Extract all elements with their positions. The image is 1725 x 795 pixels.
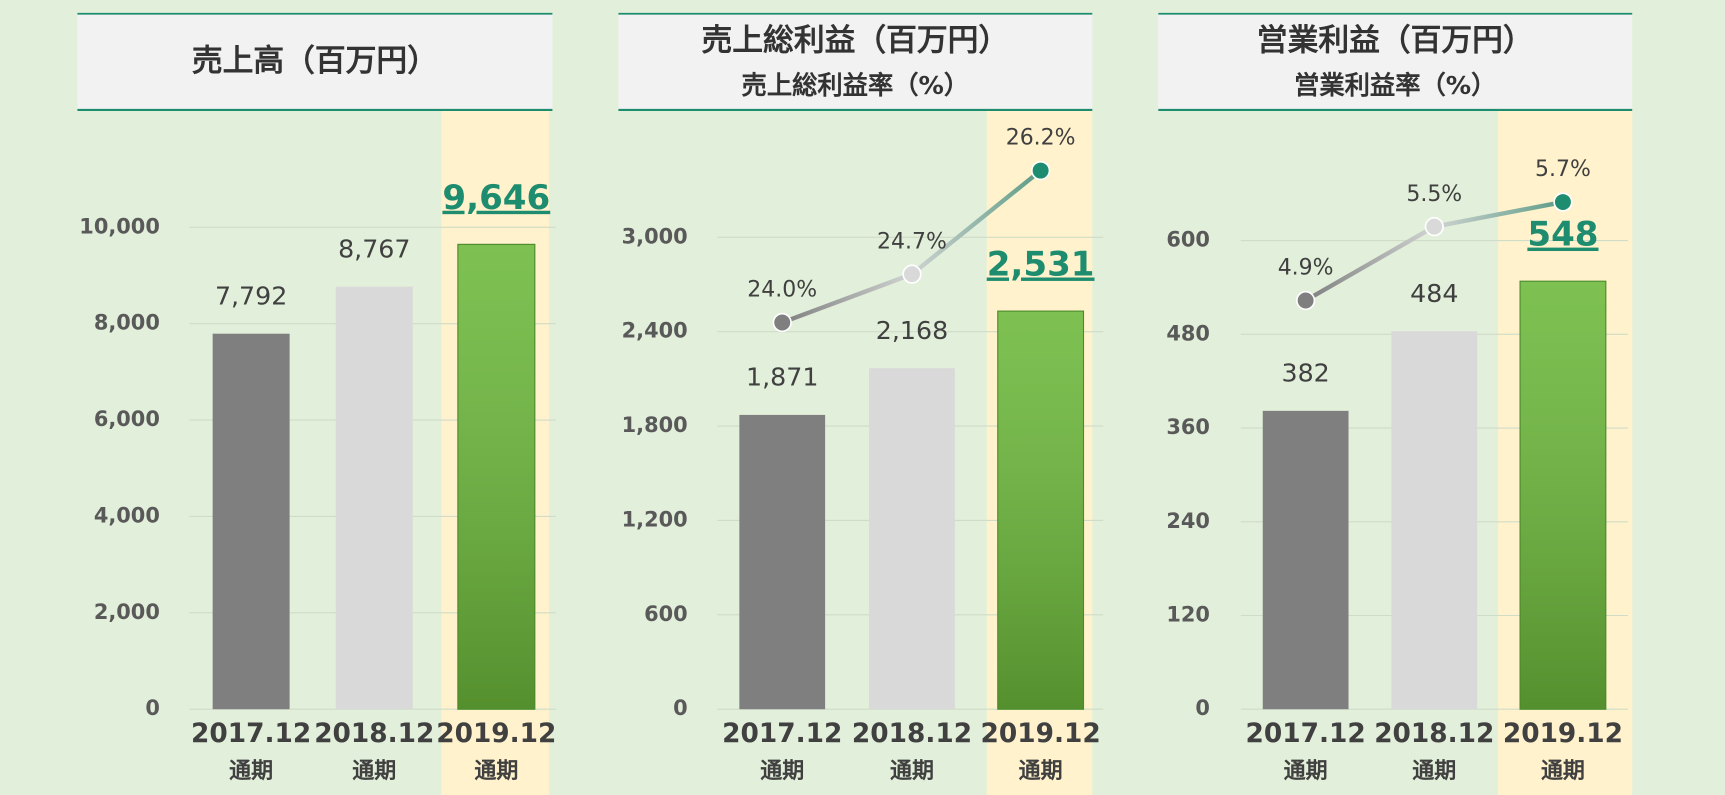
chart-subtitle: 営業利益率（%）: [1294, 71, 1496, 100]
line-point: [1296, 290, 1316, 311]
chart-subtitle: 売上総利益率（%）: [742, 71, 970, 100]
bar-value-label: 382: [1282, 359, 1330, 388]
y-tick-label: 0: [673, 696, 688, 720]
bar: [739, 414, 826, 710]
x-tick-label: 2018.12: [314, 719, 434, 749]
x-tick-label: 2018.12: [852, 719, 972, 749]
x-tick-sublabel: 通期: [474, 759, 518, 784]
line-point: [772, 312, 792, 333]
line-value-label: 5.7%: [1535, 157, 1591, 182]
x-tick-label: 2018.12: [1374, 719, 1494, 749]
line-point: [1031, 160, 1051, 181]
line-value-label: 5.5%: [1406, 182, 1462, 207]
x-tick-sublabel: 通期: [352, 759, 396, 784]
chart-panel: 売上総利益（百万円） 売上総利益率（%） 0 600 1,200 1,800 2,400 3,…: [618, 12, 1104, 795]
panel-header: [1158, 13, 1633, 110]
bar-value-label: 484: [1410, 279, 1458, 308]
y-tick-label: 120: [1166, 603, 1210, 627]
bar-value-label: 2,168: [876, 316, 948, 345]
y-tick-label: 2,000: [94, 600, 160, 624]
line-value-label: 26.2%: [1006, 126, 1076, 151]
y-tick-label: 2,400: [622, 319, 688, 343]
chart-panel: 営業利益（百万円） 営業利益率（%） 0 120 240 360 480 600 382 2017…: [1158, 12, 1633, 795]
x-tick-label: 2019.12: [1503, 719, 1623, 749]
bar-value-label: 1,871: [746, 363, 818, 392]
bar: [335, 286, 413, 710]
panel-header: [77, 13, 553, 110]
y-tick-label: 6,000: [94, 407, 160, 431]
bar-value-label: 8,767: [338, 234, 410, 263]
chart-title: 売上高（百万円）: [192, 43, 438, 79]
line-value-label: 4.9%: [1278, 256, 1334, 281]
y-tick-label: 10,000: [79, 214, 160, 238]
line-value-label: 24.7%: [877, 229, 947, 254]
x-tick-label: 2019.12: [436, 719, 556, 749]
chart-title: 営業利益（百万円）: [1257, 22, 1534, 58]
bar-value-label: 2,531: [987, 245, 1095, 285]
x-tick-sublabel: 通期: [1541, 759, 1585, 784]
x-tick-sublabel: 通期: [229, 759, 273, 784]
bar: [1262, 410, 1349, 710]
chart-panel: 売上高（百万円） 0 2,000 4,000 6,000 8,000 10,000 7,792…: [77, 12, 556, 795]
bar: [869, 368, 955, 710]
y-tick-label: 240: [1166, 509, 1210, 533]
y-tick-label: 360: [1166, 415, 1210, 439]
y-tick-label: 480: [1166, 321, 1210, 345]
y-tick-label: 3,000: [622, 224, 688, 248]
y-tick-label: 0: [145, 696, 160, 720]
x-tick-sublabel: 通期: [1019, 759, 1063, 784]
x-tick-label: 2017.12: [191, 719, 311, 749]
bar-value-label: 548: [1527, 215, 1598, 255]
bar-shade: [997, 310, 1085, 710]
x-tick-label: 2017.12: [1246, 719, 1366, 749]
y-tick-label: 8,000: [94, 311, 160, 335]
y-tick-label: 0: [1195, 696, 1210, 720]
x-tick-sublabel: 通期: [1284, 759, 1328, 784]
chart-title: 売上総利益（百万円）: [702, 22, 1010, 58]
panel-header: [618, 13, 1093, 110]
bar-value-label: 9,646: [442, 178, 550, 218]
x-tick-label: 2019.12: [981, 719, 1101, 749]
y-tick-label: 600: [1166, 228, 1210, 252]
x-tick-sublabel: 通期: [1412, 759, 1456, 784]
line-value-label: 24.0%: [747, 278, 817, 303]
y-tick-label: 1,800: [622, 413, 688, 437]
y-tick-label: 4,000: [94, 503, 160, 527]
line-point: [902, 264, 922, 284]
bar: [212, 333, 290, 710]
bar-shade: [1519, 280, 1607, 710]
bar: [1391, 331, 1478, 710]
line-point: [1553, 192, 1573, 212]
x-tick-sublabel: 通期: [890, 759, 934, 784]
y-tick-label: 600: [644, 602, 688, 626]
x-tick-sublabel: 通期: [760, 759, 804, 784]
x-tick-label: 2017.12: [722, 719, 842, 749]
y-tick-label: 1,200: [622, 507, 688, 531]
bar-value-label: 7,792: [215, 281, 287, 310]
bar-shade: [457, 243, 536, 710]
line-point: [1424, 217, 1444, 237]
